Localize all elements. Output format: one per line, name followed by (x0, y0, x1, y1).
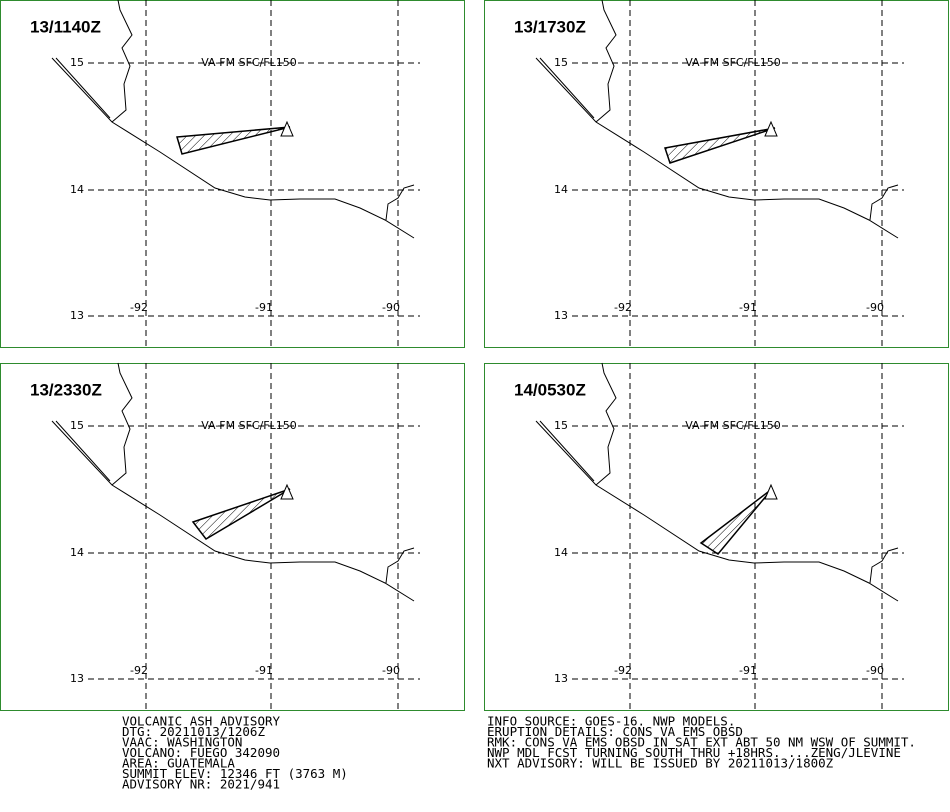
lon-label: -90 (866, 301, 884, 314)
lon-label: -91 (255, 301, 273, 314)
map-panel: 13/2330Z VA-FM SFC/FL150 15 14 13 -92 -91 -90 (0, 362, 465, 711)
lat-label: 14 (554, 183, 568, 196)
coastline (51, 57, 415, 239)
lat-label: 15 (554, 419, 568, 432)
lat-label: 15 (70, 56, 84, 69)
advisory-line: VOLCANO: FUEGO 342090 (122, 745, 280, 760)
advisory-line: NXT ADVISORY: WILL BE ISSUED BY 20211013… (487, 756, 834, 771)
panel-time: 13/1140Z (30, 17, 101, 36)
volcano-marker (280, 483, 294, 500)
advisory-line: ERUPTION DETAILS: CONS VA EMS OBSD (487, 724, 743, 739)
advisory-line: ADVISORY NR: 2021/941 (122, 777, 280, 792)
lon-label: -92 (130, 664, 148, 677)
border (595, 362, 617, 486)
layer-label: VA-FM SFC/FL150 (685, 419, 781, 432)
panel-time: 13/2330Z (30, 380, 102, 399)
lat-label: 14 (70, 546, 84, 559)
border (111, 362, 133, 486)
border (111, 0, 133, 123)
advisory-line: NWP MDL FCST TURNING SOUTH THRU +18HRS. … (487, 745, 901, 760)
lon-label: -92 (130, 301, 148, 314)
ash-cloud (191, 488, 291, 540)
advisory-line: VOLCANIC ASH ADVISORY (122, 714, 281, 729)
coastline (539, 57, 595, 119)
coastline (539, 420, 595, 482)
map-panel: 13/1140Z VA-FM SFC/FL150 15 14 13 -92 -91 -90 (0, 0, 465, 348)
panel-time: 13/1730Z (514, 17, 586, 36)
coastline (55, 420, 111, 482)
border (869, 547, 899, 584)
lat-label: 13 (70, 309, 84, 322)
lat-label: 14 (70, 183, 84, 196)
lon-label: -91 (255, 664, 273, 677)
panel-border (0, 363, 465, 711)
advisory-line: INFO SOURCE: GOES-16. NWP MODELS. (487, 714, 735, 729)
advisory-line: DTG: 20211013/1206Z (122, 724, 265, 739)
volcano-marker (280, 120, 294, 137)
coastline (535, 420, 899, 602)
ash-cloud (699, 488, 773, 555)
coastline (51, 420, 415, 602)
border (595, 0, 617, 123)
coastline (535, 57, 899, 239)
map-panel: 14/0530Z VA-FM SFC/FL150 15 14 13 -92 -91 -90 (484, 362, 949, 711)
layer-label: VA-FM SFC/FL150 (201, 419, 297, 432)
lat-label: 13 (70, 672, 84, 685)
ash-cloud (664, 127, 776, 164)
panel-border (484, 0, 949, 348)
volcano-marker (764, 483, 778, 500)
border (869, 184, 899, 221)
advisory-line: RMK: CONS VA EMS OBSD IN SAT EXT ABT 50 … (487, 735, 916, 750)
coastline (55, 57, 111, 119)
panel-time: 14/0530Z (514, 380, 586, 399)
lat-label: 14 (554, 546, 568, 559)
lat-label: 13 (554, 309, 568, 322)
lat-label: 13 (554, 672, 568, 685)
lon-label: -91 (739, 664, 757, 677)
ash-cloud (176, 126, 291, 155)
advisory-line: VAAC: WASHINGTON (122, 735, 242, 750)
advisory-line: AREA: GUATEMALA (122, 756, 235, 771)
lon-label: -92 (614, 301, 632, 314)
layer-label: VA-FM SFC/FL150 (685, 56, 781, 69)
lon-label: -90 (866, 664, 884, 677)
panel-border (0, 0, 465, 348)
map-panel: 13/1730Z VA-FM SFC/FL150 15 14 13 -92 -91 -90 (484, 0, 949, 348)
volcano-marker (764, 120, 778, 137)
lat-label: 15 (70, 419, 84, 432)
lon-label: -91 (739, 301, 757, 314)
advisory-line: SUMMIT ELEV: 12346 FT (3763 M) (122, 766, 348, 781)
lat-label: 15 (554, 56, 568, 69)
lon-label: -90 (382, 664, 400, 677)
lon-label: -90 (382, 301, 400, 314)
lon-label: -92 (614, 664, 632, 677)
panel-border (484, 363, 949, 711)
border (385, 184, 415, 221)
border (385, 547, 415, 584)
layer-label: VA-FM SFC/FL150 (201, 56, 297, 69)
